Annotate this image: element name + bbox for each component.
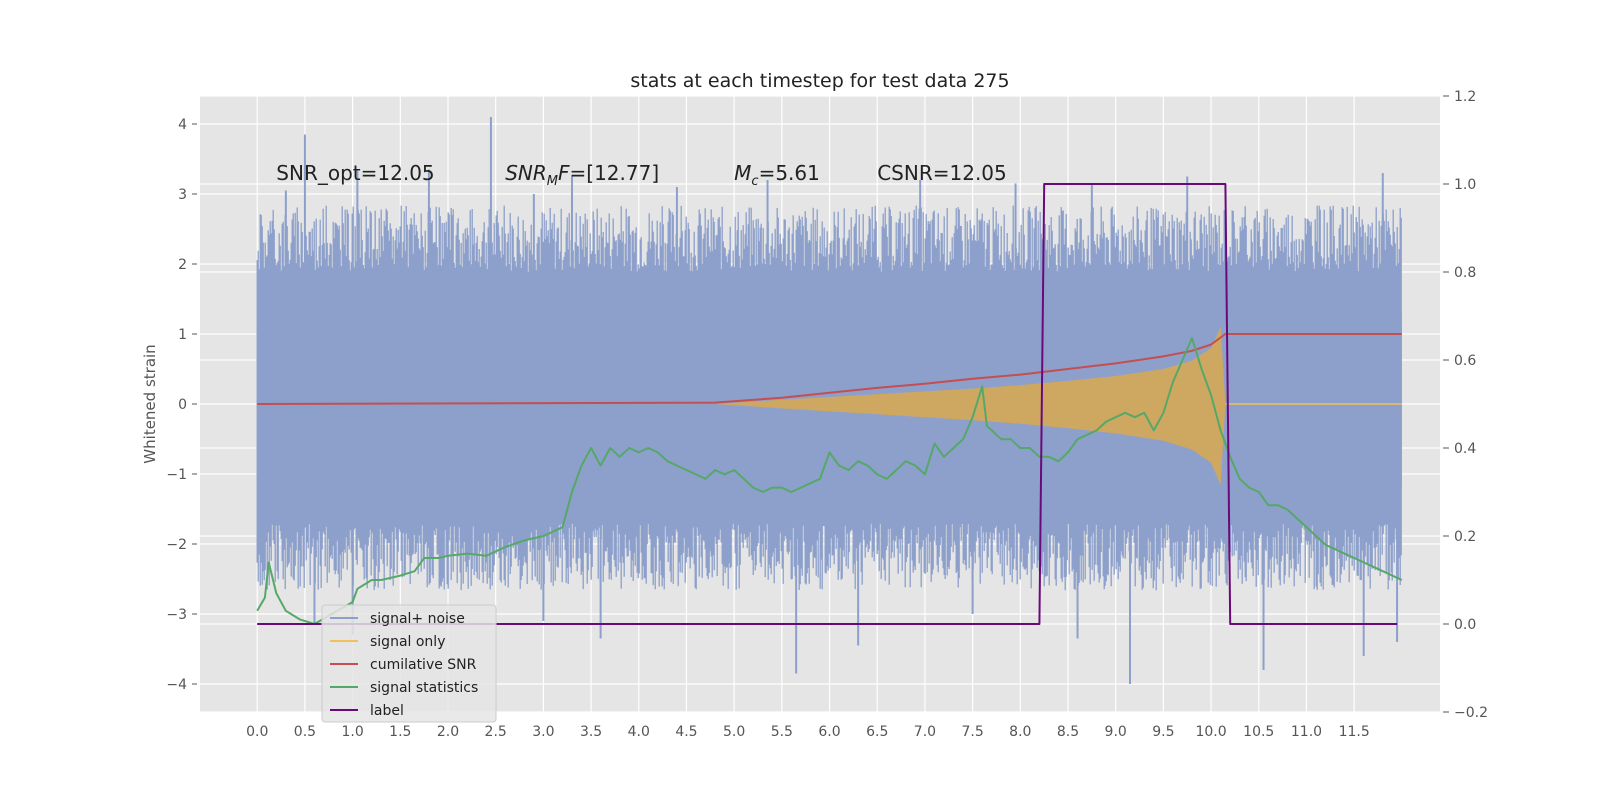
x-tick-label: 1.5 — [389, 724, 411, 740]
x-tick-label: 5.0 — [723, 724, 745, 740]
x-tick-label: 7.0 — [914, 724, 936, 740]
y-tick-label: −4 — [166, 677, 187, 693]
x-tick-label: 6.5 — [866, 724, 888, 740]
y-tick-label: 1 — [178, 327, 187, 343]
y2-tick-label: 1.0 — [1454, 177, 1476, 193]
y2-tick-label: 0.8 — [1454, 265, 1476, 281]
x-tick-label: 0.5 — [294, 724, 316, 740]
legend-label: signal+ noise — [370, 611, 465, 627]
x-tick-label: 4.0 — [628, 724, 650, 740]
annotation-3: Mc=5.61 — [734, 161, 820, 189]
y-tick-label: −2 — [166, 537, 187, 553]
y-axis-label: Whitened strain — [141, 344, 159, 463]
y2-tick-label: 0.0 — [1454, 617, 1476, 633]
y-tick-label: −1 — [166, 467, 187, 483]
x-tick-label: 8.5 — [1057, 724, 1079, 740]
y-tick-label: −3 — [166, 607, 187, 623]
legend-label: signal statistics — [370, 680, 478, 696]
legend-label: label — [370, 703, 404, 719]
cumilative-snr-line — [257, 333, 1402, 405]
x-tick-label: 2.5 — [485, 724, 507, 740]
x-tick-label: 3.5 — [580, 724, 602, 740]
signal-statistics-line — [256, 337, 1403, 625]
series-layer — [256, 117, 1403, 684]
x-tick-label: 10.5 — [1243, 724, 1274, 740]
annotation-4: CSNR=12.05 — [877, 161, 1007, 185]
x-tick-label: 2.0 — [437, 724, 459, 740]
annotation-2: SNRMF=[12.77] — [505, 161, 659, 189]
legend-label: cumilative SNR — [370, 657, 477, 673]
y2-tick-label: 0.4 — [1454, 441, 1476, 457]
x-tick-label: 11.5 — [1339, 724, 1370, 740]
annotation-1: SNR_opt=12.05 — [276, 161, 434, 185]
x-tick-label: 9.5 — [1152, 724, 1174, 740]
legend-box — [321, 604, 497, 723]
x-tick-label: 7.5 — [961, 724, 983, 740]
y-tick-label: 0 — [178, 397, 187, 413]
x-tick-label: 10.0 — [1195, 724, 1226, 740]
y-tick-label: 2 — [178, 257, 187, 273]
x-tick-label: 8.0 — [1009, 724, 1031, 740]
y2-tick-label: −0.2 — [1454, 705, 1488, 721]
y2-tick-label: 0.6 — [1454, 353, 1476, 369]
signal-only-envelope — [715, 327, 1226, 485]
y-tick-label: 3 — [178, 187, 187, 203]
x-tick-label: 4.5 — [675, 724, 697, 740]
x-tick-label: 5.5 — [771, 724, 793, 740]
x-tick-label: 0.0 — [246, 724, 268, 740]
annotations: SNR_opt=12.05 SNRMF=[12.77] Mc=5.61 CSNR=12… — [276, 161, 1006, 189]
x-tick-label: 3.0 — [532, 724, 554, 740]
y-tick-label: 4 — [178, 117, 187, 133]
chart-title: stats at each timestep for test data 275 — [630, 70, 1009, 92]
legend: signal+ noise signal only cumilative SNR si… — [321, 604, 497, 723]
axes: 0.0 0.5 1.0 1.5 2.0 2.5 3.0 3.5 4.0 4.5 5.0 5.5 6.0 6… — [166, 89, 1488, 740]
legend-label: signal only — [370, 634, 445, 650]
x-tick-label: 11.0 — [1291, 724, 1322, 740]
x-tick-label: 6.0 — [818, 724, 840, 740]
y2-tick-label: 1.2 — [1454, 89, 1476, 105]
x-tick-label: 9.0 — [1105, 724, 1127, 740]
x-tick-label: 1.0 — [341, 724, 363, 740]
label-line — [257, 183, 1398, 625]
y2-tick-label: 0.2 — [1454, 529, 1476, 545]
